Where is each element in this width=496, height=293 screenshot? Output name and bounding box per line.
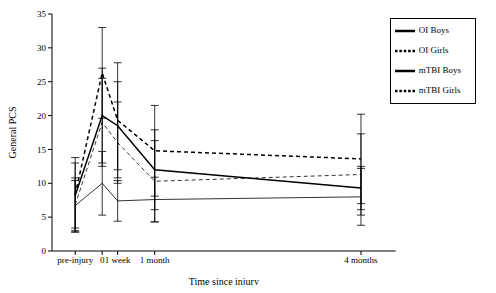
html-text:OI Boys: OI Boys [418,25,449,36]
html-text:OI Girls: OI Girls [418,45,449,56]
svg-text:1 month: 1 month [140,255,170,265]
svg-text:5: 5 [42,212,47,222]
html-text:mTBI Boys: mTBI Boys [418,65,461,76]
svg-text:0: 0 [100,255,105,266]
html-text:mTBI Girls: mTBI Girls [418,85,461,96]
svg-text:35: 35 [37,9,47,19]
svg-text:15: 15 [37,145,47,155]
svg-text:25: 25 [37,77,47,87]
svg-text:Time since injury: Time since injury [189,276,259,285]
svg-text:4 months: 4 months [344,255,378,265]
svg-text:30: 30 [37,43,47,53]
svg-text:20: 20 [37,111,47,121]
svg-text:0: 0 [42,246,47,256]
svg-text:pre-injury: pre-injury [57,255,93,265]
svg-text:10: 10 [37,178,47,188]
svg-text:General PCS: General PCS [8,107,18,159]
svg-text:1 week: 1 week [105,255,131,265]
